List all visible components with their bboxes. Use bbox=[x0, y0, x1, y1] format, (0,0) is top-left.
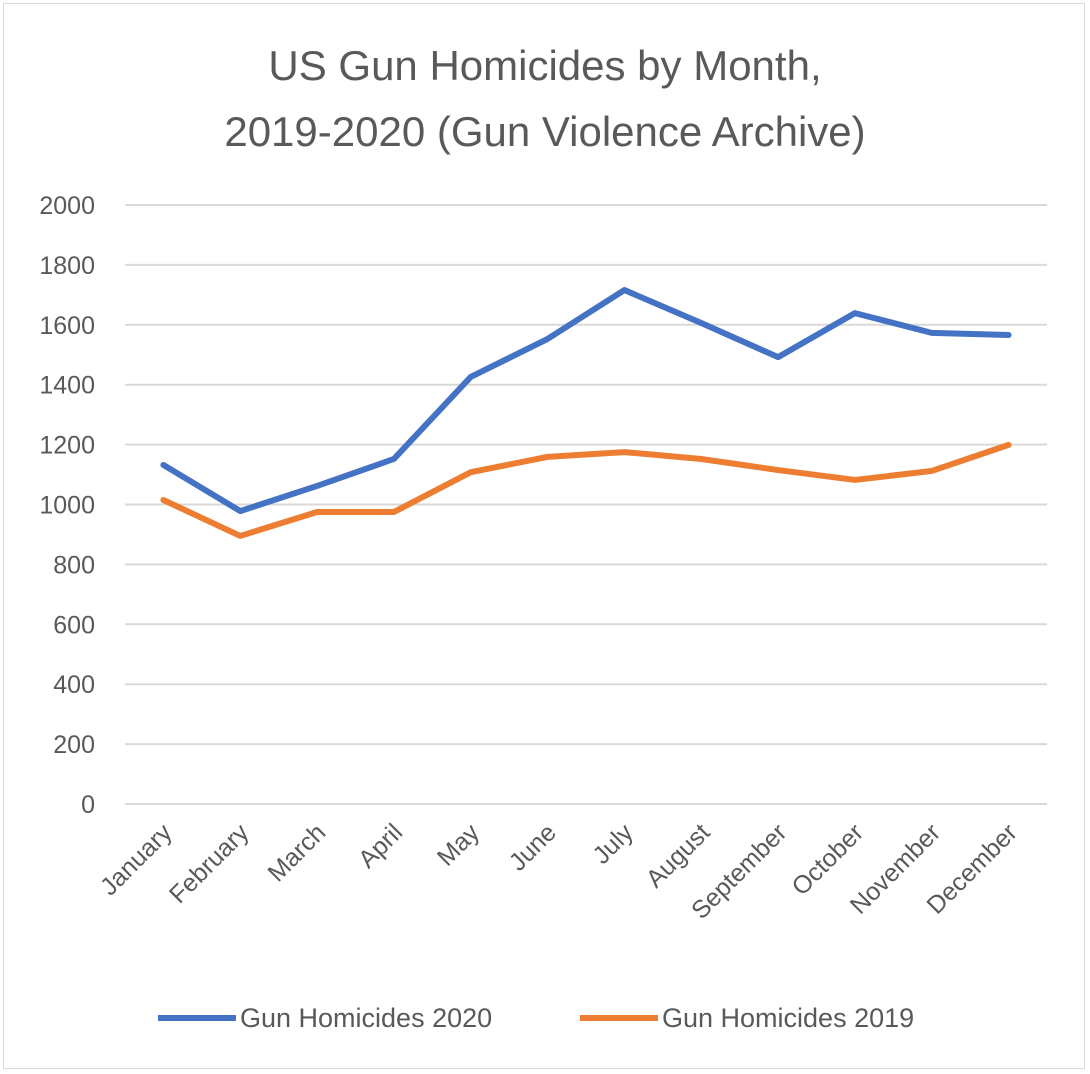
y-tick-label: 1800 bbox=[39, 252, 95, 280]
y-tick-label: 1400 bbox=[39, 372, 95, 400]
chart-title-line-1: US Gun Homicides by Month, bbox=[268, 42, 821, 89]
x-tick-label: June bbox=[504, 818, 562, 876]
y-tick-label: 600 bbox=[53, 611, 95, 639]
y-tick-label: 2000 bbox=[39, 192, 95, 220]
y-tick-label: 400 bbox=[53, 671, 95, 699]
x-tick-label: March bbox=[262, 818, 331, 887]
y-tick-label: 1000 bbox=[39, 492, 95, 520]
y-tick-label: 800 bbox=[53, 551, 95, 579]
x-tick-label: July bbox=[587, 818, 639, 870]
legend-label: Gun Homicides 2020 bbox=[240, 1003, 492, 1033]
series-line-2020 bbox=[160, 287, 1012, 515]
y-tick-label: 200 bbox=[53, 731, 95, 759]
x-tick-label: August bbox=[641, 818, 716, 893]
chart-border bbox=[3, 3, 1085, 1069]
x-tick-label: May bbox=[432, 818, 486, 872]
x-tick-label: February bbox=[164, 818, 255, 909]
x-tick-label: April bbox=[353, 818, 408, 873]
y-tick-label: 1200 bbox=[39, 432, 95, 460]
series-line-2019 bbox=[160, 441, 1012, 539]
y-tick-label: 0 bbox=[81, 791, 95, 819]
chart-title-line-2: 2019-2020 (Gun Violence Archive) bbox=[224, 108, 865, 155]
y-tick-label: 1600 bbox=[39, 312, 95, 340]
legend-label: Gun Homicides 2019 bbox=[662, 1003, 914, 1033]
